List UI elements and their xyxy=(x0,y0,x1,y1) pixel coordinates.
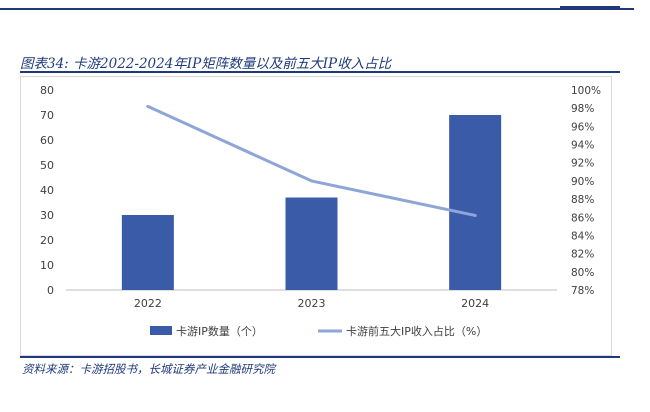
legend: 卡游IP数量（个） 卡游前五大IP收入占比（%） xyxy=(150,324,487,338)
footer-rule xyxy=(20,356,620,358)
right-tick-label: 78% xyxy=(571,285,594,297)
x-tick-label: 2023 xyxy=(298,297,326,310)
left-tick-label: 70 xyxy=(40,109,54,122)
source-note: 资料来源：卡游招股书，长城证券产业金融研究院 xyxy=(22,362,275,376)
chart-frame xyxy=(20,76,612,356)
right-tick-label: 84% xyxy=(571,230,594,242)
legend-line-label: 卡游前五大IP收入占比（%） xyxy=(346,324,487,338)
right-tick-label: 82% xyxy=(571,249,594,261)
bar-2022 xyxy=(121,215,174,290)
legend-bar-swatch xyxy=(150,326,172,335)
left-tick-label: 50 xyxy=(40,159,54,172)
figure-title-text: 卡游2022-2024年IP矩阵数量以及前五大IP收入占比 xyxy=(73,56,392,72)
share-point-2023 xyxy=(310,179,313,183)
left-axis: 0 10 20 30 40 50 60 70 80 xyxy=(40,84,54,297)
left-tick-label: 80 xyxy=(40,84,54,97)
right-tick-label: 80% xyxy=(571,267,594,279)
right-tick-label: 92% xyxy=(571,158,594,170)
line-series xyxy=(146,104,477,217)
x-tick-label: 2022 xyxy=(134,297,162,310)
title-rule xyxy=(20,71,620,73)
right-axis: 78% 80% 82% 84% 86% 88% 90% 92% 94% 96% 98% 100% xyxy=(571,85,601,297)
left-tick-label: 20 xyxy=(40,234,54,247)
right-tick-label: 94% xyxy=(571,140,594,152)
left-tick-label: 30 xyxy=(40,209,54,222)
x-tick-label: 2024 xyxy=(461,297,489,310)
right-tick-label: 90% xyxy=(571,176,594,188)
share-point-2022 xyxy=(146,104,150,108)
right-tick-label: 98% xyxy=(571,103,594,115)
figure-label: 图表34: xyxy=(20,56,69,72)
legend-bar-label: 卡游IP数量（个） xyxy=(176,325,263,338)
right-tick-label: 86% xyxy=(571,212,594,224)
right-tick-label: 100% xyxy=(571,85,601,97)
bar-2023 xyxy=(285,197,338,290)
left-tick-label: 0 xyxy=(47,284,54,297)
figure-title: 图表34: 卡游2022-2024年IP矩阵数量以及前五大IP收入占比 xyxy=(20,52,391,72)
header-tick xyxy=(560,0,620,8)
right-tick-label: 96% xyxy=(571,121,594,133)
left-tick-label: 40 xyxy=(40,184,54,197)
x-axis: 2022 2023 2024 xyxy=(134,297,489,310)
left-tick-label: 60 xyxy=(40,134,54,147)
right-tick-label: 88% xyxy=(571,194,594,206)
bar-2024 xyxy=(449,115,502,290)
bar-series xyxy=(121,115,502,290)
share-point-2024 xyxy=(473,213,477,217)
left-tick-label: 10 xyxy=(40,259,54,272)
header-rule xyxy=(0,8,634,10)
